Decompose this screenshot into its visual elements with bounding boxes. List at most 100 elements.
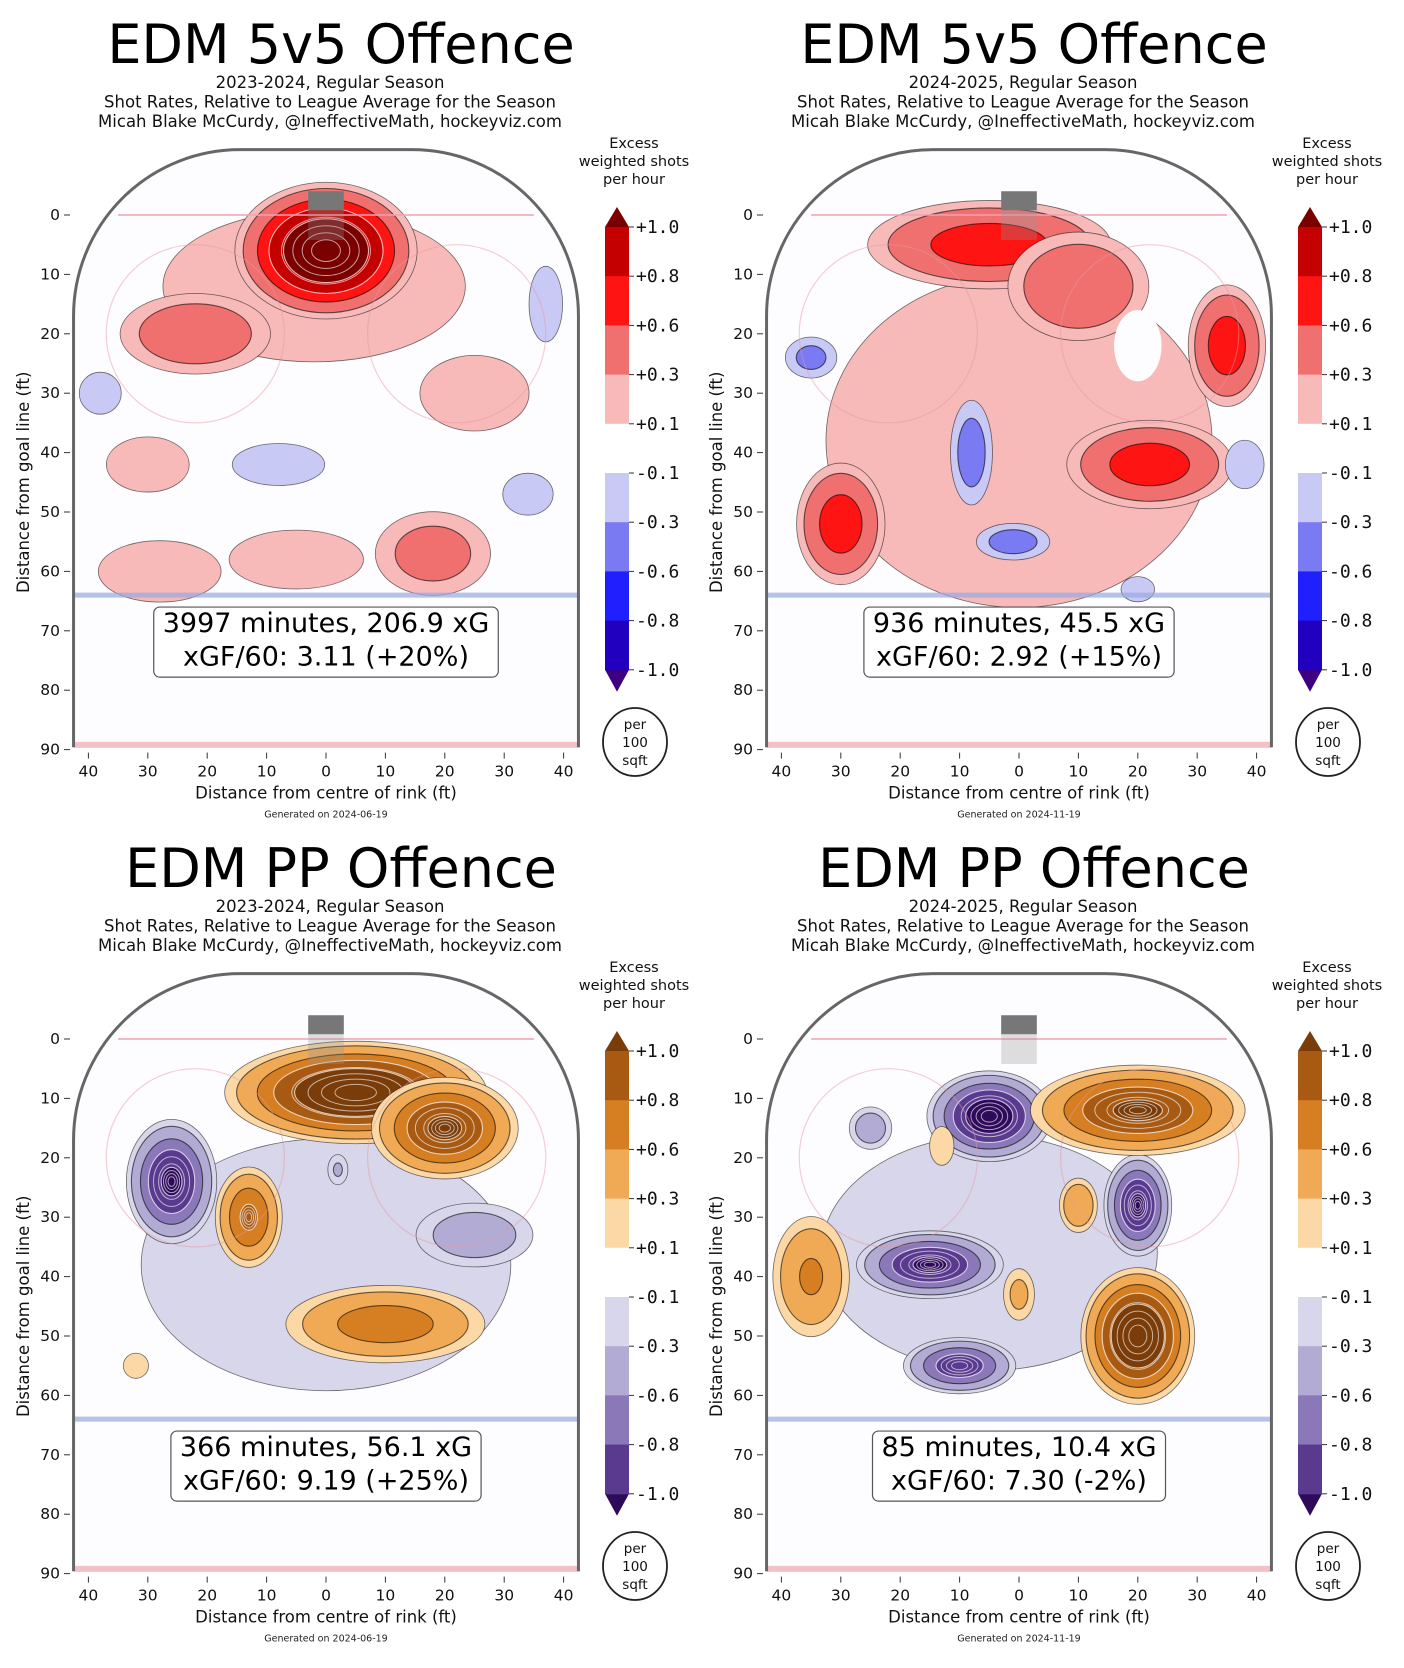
stat-box (863, 606, 1175, 678)
x-axis-label: Distance from centre of rink (ft) (195, 1608, 457, 1627)
colorbar-tick-label: -0.3 (636, 512, 679, 533)
contour-line (167, 1176, 176, 1187)
colorbar-band (1298, 571, 1322, 622)
stat-line-1: 85 minutes, 10.4 xG (882, 1432, 1157, 1463)
colorbar-tick-label: +0.1 (636, 1238, 679, 1259)
contour-line (334, 1083, 377, 1102)
contour-line (1123, 1184, 1152, 1227)
unit-label: sqft (1315, 753, 1340, 769)
contour-line (1106, 1096, 1170, 1124)
contour-line (1128, 1324, 1148, 1348)
colorbar-extend-min (1298, 669, 1322, 692)
chart-title: EDM 5v5 Offence (800, 13, 1267, 76)
y-tick-label: 80 (40, 1505, 60, 1523)
colorbar-band (605, 1395, 629, 1446)
x-axis-label: Distance from centre of rink (ft) (888, 1608, 1150, 1627)
contour-level (795, 345, 827, 370)
colorbar-band (1298, 227, 1322, 277)
colorbar-tick-label: +0.8 (1329, 1090, 1372, 1111)
colorbar-band (1298, 473, 1322, 523)
contour-level (1063, 1183, 1094, 1227)
contour-line (908, 1254, 952, 1275)
colorbar-tick-label: -0.8 (636, 1435, 679, 1456)
faceoff-circle (798, 244, 979, 424)
y-axis-label: Distance from goal line (ft) (14, 1196, 33, 1417)
goal-net (1001, 1015, 1037, 1035)
y-tick-label: 50 (40, 1327, 60, 1345)
colorbar-tick-label: -0.6 (636, 1385, 679, 1406)
contour-line (900, 1250, 960, 1279)
contour-level (1023, 243, 1134, 329)
contour-line (980, 1109, 998, 1123)
contour-line (311, 239, 341, 262)
stat-line-2: xGF/60: 9.19 (+25%) (183, 1465, 469, 1496)
y-tick-label: 60 (40, 1386, 60, 1404)
x-tick-label: 40 (554, 763, 574, 781)
chart-subtitle: 2024-2025, Regular Season (909, 897, 1138, 916)
contour-level (799, 1257, 824, 1296)
colorbar-title: per hour (1296, 172, 1358, 188)
contour-line (960, 1095, 1018, 1138)
colorbar-tick-label: +0.6 (636, 1139, 679, 1160)
y-tick-label: 80 (40, 681, 60, 699)
unit-badge (1295, 707, 1361, 777)
contour-line (975, 1106, 1004, 1127)
chart-subtitle: Shot Rates, Relative to League Average f… (797, 93, 1249, 112)
contour-line (1127, 1190, 1149, 1221)
colorbar-band (1298, 1395, 1322, 1446)
contour-line (431, 1118, 459, 1138)
colorbar-extend-max (605, 207, 629, 227)
contour-line (414, 1107, 475, 1149)
colorbar-band (605, 473, 629, 523)
x-tick-label: 20 (1128, 1587, 1148, 1605)
x-tick-label: 10 (950, 763, 970, 781)
contour-level (929, 1126, 955, 1166)
y-tick-label: 70 (40, 622, 60, 640)
chart-subtitle: Micah Blake McCurdy, @IneffectiveMath, h… (98, 936, 562, 955)
x-tick-label: 40 (772, 763, 792, 781)
contour-line (945, 1358, 974, 1373)
colorbar-tick-label: +0.8 (1329, 266, 1372, 287)
contour-level (337, 1304, 434, 1344)
contour-line (292, 225, 360, 277)
faceoff-circle (798, 1068, 979, 1248)
colorbar-band (605, 1297, 629, 1347)
y-tick-label: 50 (40, 503, 60, 521)
colorbar-tick-label: -0.1 (636, 463, 679, 484)
colorbar-tick-label: -0.6 (1329, 1385, 1372, 1406)
contour-layer (772, 1064, 1246, 1405)
colorbar-extend-max (605, 1031, 629, 1051)
y-tick-label: 10 (733, 1089, 753, 1107)
y-tick-label: 50 (733, 503, 753, 521)
x-tick-label: 30 (138, 1587, 158, 1605)
goal-net (308, 1015, 344, 1035)
unit-label: sqft (622, 1577, 647, 1593)
colorbar-title: per hour (1296, 996, 1358, 1012)
contour-line (1132, 1198, 1143, 1213)
contour-level (138, 303, 252, 365)
x-tick-label: 20 (890, 1587, 910, 1605)
goal-net (1001, 191, 1037, 211)
y-tick-label: 30 (733, 384, 753, 402)
contour-level (1207, 315, 1247, 376)
y-axis-label: Distance from goal line (ft) (707, 1196, 726, 1417)
contour-layer (78, 181, 563, 603)
colorbar-band (1298, 374, 1322, 425)
x-tick-label: 10 (376, 763, 396, 781)
colorbar-tick-label: +0.8 (636, 266, 679, 287)
unit-label: 100 (622, 1559, 648, 1575)
colorbar-title: weighted shots (579, 154, 689, 170)
y-tick-label: 50 (733, 1327, 753, 1345)
y-tick-label: 10 (40, 265, 60, 283)
contour-gap (1114, 310, 1162, 382)
x-tick-label: 40 (79, 1587, 99, 1605)
colorbar-band (605, 227, 629, 277)
y-tick-label: 40 (733, 444, 753, 462)
colorbar-band (605, 1346, 629, 1396)
y-tick-label: 30 (40, 384, 60, 402)
